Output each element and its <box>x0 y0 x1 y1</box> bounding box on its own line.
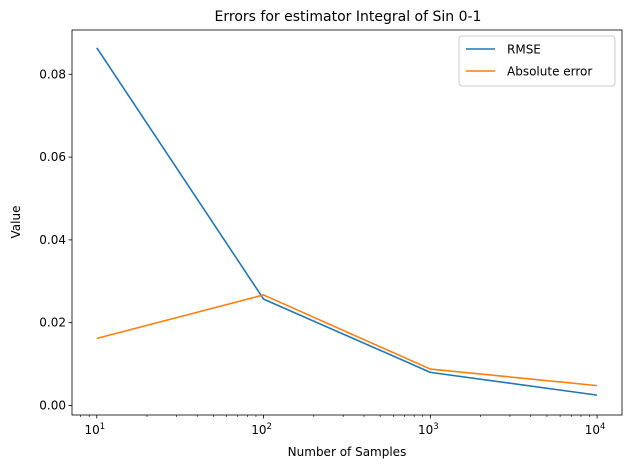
y-tick-label: 0.08 <box>39 67 66 81</box>
plot-frame <box>71 29 623 416</box>
chart-title: Errors for estimator Integral of Sin 0-1 <box>215 9 482 25</box>
legend-label: Absolute error <box>507 65 592 79</box>
legend-frame <box>458 35 616 87</box>
y-axis-label: Value <box>9 206 23 239</box>
y-tick-label: 0.04 <box>39 233 66 247</box>
series-line-absolute-error <box>96 294 598 387</box>
x-tick-label: 101 <box>84 422 105 437</box>
y-tick-label: 0.00 <box>39 398 66 412</box>
y-tick-label: 0.02 <box>39 316 66 330</box>
y-axis-ticks: 0.00 0.02 0.04 0.06 0.08 <box>39 67 72 412</box>
series-line-rmse <box>96 47 598 396</box>
x-tick-label: 103 <box>418 422 439 437</box>
plot-lines <box>96 47 598 396</box>
legend-label: RMSE <box>507 43 541 57</box>
x-axis-ticks: 101 102 103 104 <box>80 415 606 437</box>
y-tick-label: 0.06 <box>39 150 66 164</box>
x-axis-label: Number of Samples <box>288 445 407 459</box>
x-tick-label: 104 <box>585 422 606 437</box>
legend-entries: RMSE Absolute error <box>466 43 592 79</box>
legend: RMSE Absolute error <box>458 35 616 87</box>
x-tick-label: 102 <box>251 422 272 437</box>
